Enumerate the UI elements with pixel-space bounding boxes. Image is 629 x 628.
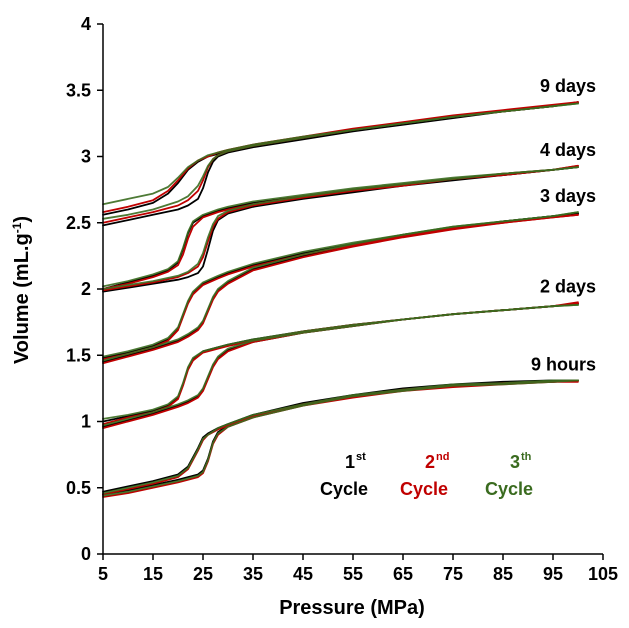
series-line-cycle-3: [102, 379, 579, 494]
series-group-9-days: [102, 101, 579, 227]
y-tick-label: 2.5: [66, 213, 91, 233]
y-tick-label: 1: [81, 412, 91, 432]
series-group-label: 4 days: [540, 140, 596, 160]
series-line-cycle-2: [102, 213, 579, 361]
series-line-cycle-3: [102, 379, 579, 497]
y-tick-label: 1.5: [66, 345, 91, 365]
series-line-cycle-2: [102, 302, 579, 429]
x-axis-title: Pressure (MPa): [279, 597, 425, 619]
group-labels-layer: 9 hours 2 days 3 days 4 days 9 days: [531, 76, 596, 374]
legend: 1 st Cycle 2 nd Cycle 3 th Cycle: [320, 451, 533, 499]
y-axis-title-main: Volume (mL.g: [11, 233, 33, 364]
x-tick-label: 105: [588, 564, 618, 584]
series-line-cycle-2: [102, 101, 579, 213]
y-axis-title-close: ): [11, 216, 33, 223]
legend-item-number: 3: [510, 452, 520, 472]
series-line-cycle-1: [102, 101, 579, 216]
x-tick-label: 45: [293, 564, 313, 584]
series-group-2-days: [102, 301, 579, 429]
series-line-cycle-2: [102, 213, 579, 365]
x-tick-label: 95: [543, 564, 563, 584]
series-group-label: 9 hours: [531, 354, 596, 374]
series-line-cycle-3: [102, 166, 579, 290]
series-line-cycle-3: [102, 102, 579, 220]
x-tick-label: 85: [493, 564, 513, 584]
series-group-label: 3 days: [540, 186, 596, 206]
series-line-cycle-1: [102, 212, 579, 363]
x-tick-label: 75: [443, 564, 463, 584]
y-tick-label: 4: [81, 14, 91, 34]
x-tick-label: 5: [98, 564, 108, 584]
series-line-cycle-1: [102, 101, 579, 227]
series-group-label: 9 days: [540, 76, 596, 96]
series-group-label: 2 days: [540, 276, 596, 296]
y-tick-label: 2: [81, 279, 91, 299]
x-tick-label: 25: [193, 564, 213, 584]
y-tick-label: 3: [81, 147, 91, 167]
series-line-cycle-3: [102, 304, 579, 427]
series-group-9-hours: [102, 379, 579, 498]
y-axis-title-sup: -1: [10, 222, 24, 233]
y-tick-label: 0: [81, 544, 91, 564]
legend-item-word: Cycle: [485, 479, 533, 499]
series-line-cycle-1: [102, 302, 579, 423]
legend-item-word: Cycle: [400, 479, 448, 499]
y-axis-title: Volume (mL.g-1): [10, 216, 33, 364]
series-layer: [102, 101, 579, 498]
legend-item-suffix: nd: [436, 451, 449, 463]
y-tick-label: 3.5: [66, 80, 91, 100]
y-tick-label: 0.5: [66, 478, 91, 498]
legend-item-suffix: st: [356, 451, 366, 463]
legend-item-number: 1: [345, 452, 355, 472]
series-line-cycle-3: [102, 166, 579, 288]
series-line-cycle-1: [102, 212, 579, 359]
x-tick-label: 65: [393, 564, 413, 584]
x-tick-label: 55: [343, 564, 363, 584]
series-line-cycle-3: [102, 211, 579, 362]
series-line-cycle-2: [102, 101, 579, 224]
x-tick-label: 15: [143, 564, 163, 584]
legend-item-word: Cycle: [320, 479, 368, 499]
legend-item-suffix: th: [521, 451, 532, 463]
ticks-layer: 5 15 25 35 45 55 65 75 85 95 105 0 0.5 1 1.5 2 2.5 3 3.5 4: [66, 14, 618, 584]
series-group-3-days: [102, 211, 579, 365]
series-group-4-days: [102, 164, 579, 293]
legend-item-number: 2: [425, 452, 435, 472]
x-tick-label: 35: [243, 564, 263, 584]
